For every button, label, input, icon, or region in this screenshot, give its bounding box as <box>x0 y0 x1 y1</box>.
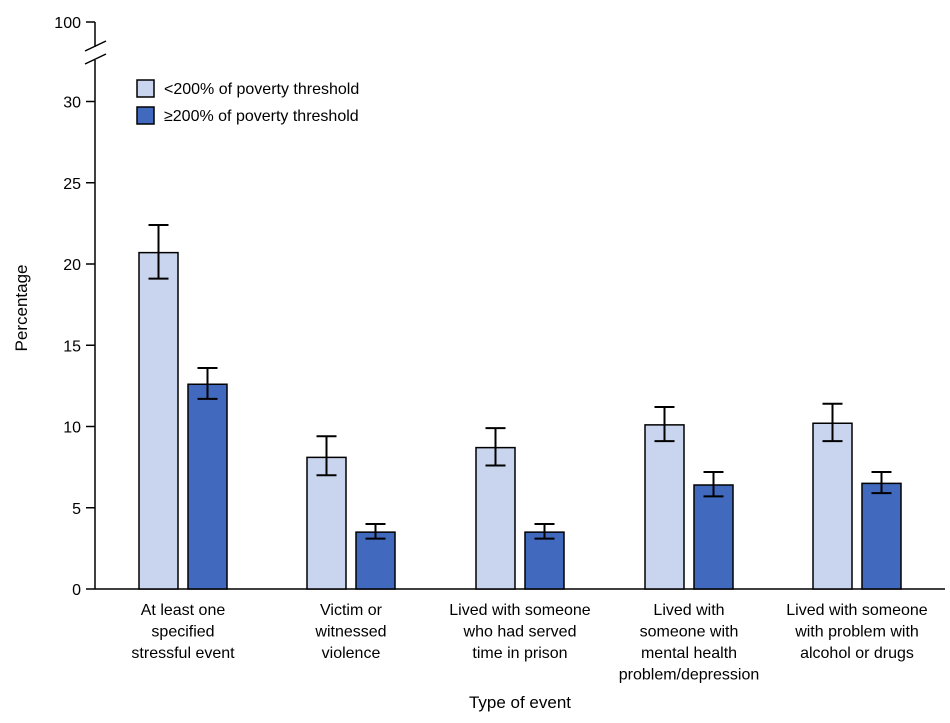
y-tick-label: 20 <box>63 257 81 274</box>
legend: <200% of poverty threshold ≥200% of pove… <box>136 79 359 125</box>
x-tick-label-0: At least one specified stressful event <box>131 602 235 662</box>
legend-swatch-below-200 <box>136 79 155 98</box>
x-tick-label-4: Lived with someone with problem with alcoh… <box>786 602 928 662</box>
legend-swatch-above-200 <box>136 106 155 125</box>
x-tick-label-1: Victim or witnessed violence <box>314 602 386 662</box>
y-tick-label: 10 <box>63 420 81 437</box>
y-axis-title: Percentage <box>12 265 31 352</box>
x-tick-label-3: Lived with someone with mental health probl… <box>619 602 760 684</box>
bar-below-200-2 <box>475 446 516 590</box>
bar-above-200-4 <box>861 482 902 590</box>
error-bars <box>148 224 892 540</box>
y-tick-label-top: 100 <box>54 15 81 32</box>
bar-below-200-1 <box>306 456 347 590</box>
axis-break-mark <box>84 40 107 52</box>
legend-label-above-200: ≥200% of poverty threshold <box>164 108 359 125</box>
y-tick-label: 5 <box>72 501 81 518</box>
y-tick-label: 30 <box>63 95 81 112</box>
bar-below-200-3 <box>644 424 685 590</box>
legend-label-below-200: <200% of poverty threshold <box>164 81 359 98</box>
y-tick-label: 0 <box>72 582 81 599</box>
bar-above-200-1 <box>355 531 396 590</box>
bar-below-200-0 <box>138 251 179 590</box>
x-tick-labels: At least one specified stressful event Vict… <box>131 602 927 684</box>
y-tick-label: 15 <box>63 338 81 355</box>
axes: 0 5 10 15 20 25 30 100 <box>54 15 945 599</box>
bar-below-200-4 <box>812 422 853 590</box>
bars <box>138 251 902 590</box>
bar-above-200-2 <box>524 531 565 590</box>
x-tick-label-2: Lived with someone who had served time in … <box>449 602 591 662</box>
y-tick-label: 25 <box>63 176 81 193</box>
bar-above-200-3 <box>693 484 734 590</box>
bar-above-200-0 <box>187 383 228 590</box>
axis-break-mark <box>84 53 107 65</box>
x-axis-title: Type of event <box>469 693 571 712</box>
